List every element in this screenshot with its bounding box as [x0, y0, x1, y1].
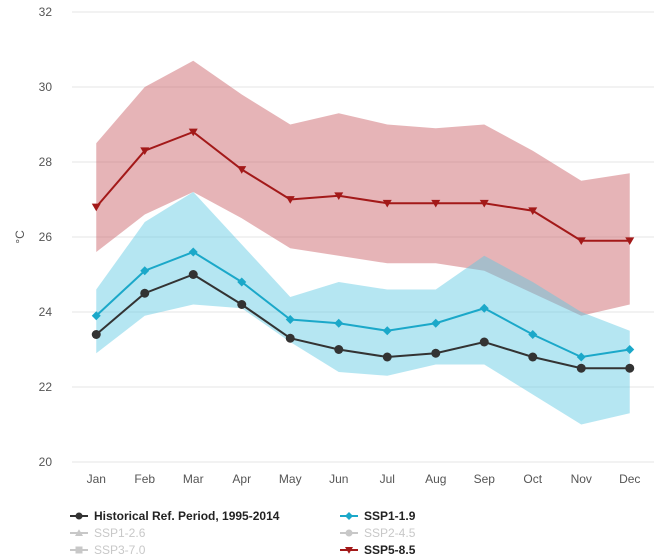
x-tick-label: Nov	[571, 472, 592, 486]
legend-marker	[345, 512, 353, 520]
legend-symbol-icon	[70, 546, 88, 554]
legend-label: SSP3-7.0	[94, 543, 146, 557]
data-point	[382, 199, 392, 208]
legend-symbol-icon	[340, 529, 358, 537]
data-point	[528, 352, 538, 362]
axis-ticks: 20 22 24 26 28 30 32 Jan Feb Mar Apr May Jun Jul Aug Se…	[39, 5, 641, 486]
data-point	[431, 318, 441, 328]
series-line	[95, 130, 630, 242]
data-point	[625, 345, 635, 354]
grid-lines	[72, 11, 654, 463]
data-point	[188, 247, 198, 257]
data-point	[140, 288, 150, 298]
data-point	[334, 318, 344, 328]
data-point	[576, 237, 586, 246]
data-point	[431, 199, 441, 208]
x-tick-label: May	[279, 472, 302, 486]
data-point	[382, 352, 392, 362]
legend-item[interactable]: SSP2-4.5	[340, 525, 415, 541]
data-point	[528, 330, 538, 339]
x-tick-label: Dec	[619, 472, 640, 486]
data-point	[334, 345, 344, 354]
x-tick-label: Apr	[232, 472, 251, 486]
y-tick-label: 26	[39, 230, 53, 244]
legend-marker	[75, 512, 83, 520]
y-axis-label: °C	[13, 230, 27, 244]
data-point	[285, 333, 295, 343]
legend-label: SSP1-2.6	[94, 526, 146, 540]
data-point	[237, 166, 247, 174]
legend-marker	[75, 546, 83, 554]
legend-marker	[345, 529, 353, 537]
series-line	[95, 250, 630, 359]
data-point	[576, 363, 586, 373]
data-point	[140, 147, 150, 156]
legend-item[interactable]: SSP1-1.9	[340, 508, 415, 524]
range-band	[96, 192, 630, 425]
y-tick-label: 28	[39, 155, 53, 169]
legend-label: SSP1-1.9	[364, 509, 416, 523]
data-point	[285, 196, 295, 204]
legend-label: Historical Ref. Period, 1995-2014	[94, 509, 280, 523]
data-point	[528, 207, 538, 216]
legend-marker	[345, 547, 353, 554]
x-tick-label: Jan	[87, 472, 106, 486]
legend-symbol-icon	[70, 512, 88, 520]
legend-symbol-icon	[340, 547, 358, 554]
y-tick-label: 20	[39, 455, 53, 469]
legend-symbol-icon	[70, 529, 88, 536]
data-point	[479, 337, 489, 347]
legend-symbol-icon	[340, 512, 358, 520]
data-point	[91, 311, 101, 321]
x-tick-label: Jul	[380, 472, 395, 486]
data-point	[431, 348, 441, 358]
legend-item[interactable]: SSP3-7.0	[70, 542, 145, 558]
x-tick-label: Sep	[474, 472, 496, 486]
data-point	[625, 237, 635, 246]
legend-label: SSP5-8.5	[364, 543, 416, 557]
data-point	[188, 270, 198, 279]
legend-marker	[75, 529, 83, 536]
data-point	[479, 199, 489, 208]
data-point	[479, 303, 489, 313]
y-tick-label: 32	[39, 5, 53, 19]
range-bands	[96, 60, 630, 425]
data-point	[91, 330, 101, 339]
y-tick-label: 24	[39, 305, 53, 319]
data-point	[91, 203, 101, 212]
x-tick-label: Oct	[523, 472, 542, 486]
data-point	[576, 352, 586, 362]
chart-svg: 20 22 24 26 28 30 32 Jan Feb Mar Apr May Jun Jul Aug Se…	[13, 5, 654, 486]
data-point	[382, 326, 392, 336]
data-point	[285, 315, 295, 324]
data-point	[237, 300, 247, 309]
x-tick-label: Mar	[183, 472, 204, 486]
series-lines	[91, 128, 635, 373]
series-line	[95, 273, 630, 370]
x-tick-label: Jun	[329, 472, 348, 486]
range-band	[96, 60, 630, 316]
data-point	[625, 363, 635, 373]
data-point	[188, 128, 198, 137]
data-point	[334, 192, 344, 201]
data-point	[237, 277, 247, 287]
data-point	[140, 266, 150, 276]
y-tick-label: 22	[39, 380, 53, 394]
legend-item[interactable]: SSP5-8.5	[340, 542, 415, 558]
x-tick-label: Aug	[425, 472, 446, 486]
legend-item[interactable]: Historical Ref. Period, 1995-2014	[70, 508, 279, 524]
x-tick-label: Feb	[134, 472, 155, 486]
legend-item[interactable]: SSP1-2.6	[70, 525, 145, 541]
y-tick-label: 30	[39, 80, 53, 94]
legend-label: SSP2-4.5	[364, 526, 416, 540]
